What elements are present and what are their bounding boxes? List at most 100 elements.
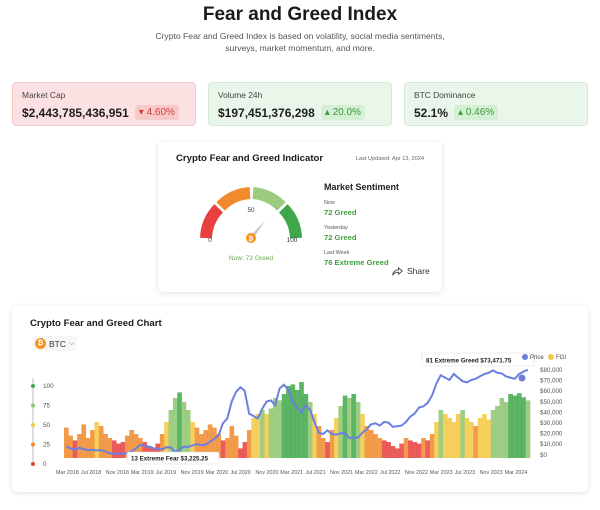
fgi-bar xyxy=(199,434,204,458)
market-sentiment-title: Market Sentiment xyxy=(324,182,400,192)
fgi-bar xyxy=(229,426,235,458)
page-title: Fear and Greed Index xyxy=(202,4,398,25)
fgi-bar xyxy=(525,400,531,458)
share-label: Share xyxy=(407,266,430,276)
fgi-bar xyxy=(460,410,465,458)
fgi-axis-dot xyxy=(31,403,35,408)
coin-select-value: BTC xyxy=(49,338,66,349)
fgi-bar xyxy=(103,434,108,458)
sentiment-last-week-label: Last Week xyxy=(324,250,350,256)
price-axis-tick: $70,000 xyxy=(540,378,563,385)
legend-fgi-marker xyxy=(548,354,554,360)
fgi-bar xyxy=(85,438,91,458)
fgi-bar xyxy=(390,446,396,458)
fgi-bar xyxy=(251,418,256,458)
time-axis: Mar 2018 Jul 2018 Nov 2018 Mar 2019 Jul 2019… xyxy=(56,470,527,476)
fgi-axis-tick: 75 xyxy=(43,403,51,410)
market-cap-change-badge: ▾ 4.60% xyxy=(134,105,179,120)
fgi-axis-tick: 100 xyxy=(43,383,54,390)
fgi-bar xyxy=(124,435,130,458)
fgi-bar xyxy=(364,426,370,458)
market-cap-card: Market Cap $2,443,785,436,951 ▾ 4.60% xyxy=(12,82,196,126)
fgi-bar xyxy=(495,406,500,458)
fgi-bar xyxy=(320,438,326,458)
fgi-bar xyxy=(490,410,496,458)
fgi-bar xyxy=(303,394,309,458)
fgi-axis-tick: 0 xyxy=(43,461,47,468)
fgi-bar xyxy=(434,422,439,458)
time-axis-tick: Mar 2023 xyxy=(430,470,453,476)
fgi-bar xyxy=(246,430,252,458)
fgi-bar xyxy=(403,438,409,458)
fgi-bar xyxy=(368,430,374,458)
fgi-bar xyxy=(312,414,317,458)
fgi-bar xyxy=(159,434,165,458)
fgi-bar xyxy=(325,442,330,458)
sentiment-yesterday-label: Yesterday xyxy=(324,225,348,231)
fgi-bar xyxy=(377,438,383,458)
coin-select[interactable]: ₿ BTC ⌵ xyxy=(32,336,78,351)
sentiment-now-label: Now xyxy=(324,200,335,206)
fgi-bar xyxy=(307,402,313,458)
fgi-bars xyxy=(64,382,531,458)
fgi-bar xyxy=(111,440,117,458)
time-axis-tick: Nov 2018 xyxy=(106,470,129,476)
tooltip-low: 13 Extreme Fear $3,225.25 xyxy=(126,451,220,465)
fgi-axis-tick: 50 xyxy=(43,422,51,429)
fear-greed-gauge: ₿ 0 50 100 Now: 72 Greed xyxy=(200,187,302,262)
fgi-bar xyxy=(129,430,134,458)
sentiment-now-value: 72 Greed xyxy=(324,208,357,217)
gauge-segment-greed xyxy=(252,187,286,211)
fgi-bar xyxy=(212,427,217,458)
fgi-bar xyxy=(133,434,139,458)
fgi-bar xyxy=(94,422,100,458)
tooltip-high: 81 Extreme Greed $73,471.75 xyxy=(421,352,535,367)
price-axis-tick: $50,000 xyxy=(540,399,563,406)
fgi-bar xyxy=(255,414,261,458)
fgi-bar xyxy=(334,418,339,458)
fgi-bar xyxy=(451,422,457,458)
fgi-bar xyxy=(438,410,444,458)
fgi-bar xyxy=(81,424,87,458)
fgi-bar xyxy=(477,418,483,458)
fgi-bar xyxy=(394,448,400,458)
fgi-axis-dot xyxy=(31,384,35,388)
indicator-title: Crypto Fear and Greed Indicator xyxy=(176,153,324,164)
fgi-bar xyxy=(164,422,169,458)
fgi-bar xyxy=(225,438,230,458)
fgi-bar xyxy=(429,434,435,458)
share-icon xyxy=(392,266,403,276)
fgi-bar xyxy=(68,435,74,458)
fgi-bar xyxy=(98,426,104,458)
svg-text:13 Extreme Fear $3,225.25: 13 Extreme Fear $3,225.25 xyxy=(131,456,209,463)
fgi-bar xyxy=(521,397,526,458)
btc-dominance-value: 52.1% xyxy=(414,105,449,120)
fgi-bar xyxy=(473,426,479,458)
fgi-bar xyxy=(238,448,243,458)
fgi-bar xyxy=(155,443,161,458)
share-button[interactable]: Share xyxy=(392,266,430,276)
gauge-max-label: 100 xyxy=(287,237,298,244)
svg-text:81 Extreme Greed $73,471.75: 81 Extreme Greed $73,471.75 xyxy=(426,358,512,365)
fgi-bar xyxy=(482,414,487,458)
fgi-bar xyxy=(316,426,322,458)
fgi-bar xyxy=(360,414,365,458)
fgi-bar xyxy=(412,442,418,458)
price-line xyxy=(65,368,529,455)
time-axis-tick: Jul 2020 xyxy=(230,470,250,476)
fgi-bar xyxy=(220,440,226,458)
fgi-bar xyxy=(329,430,335,458)
time-axis-tick: Mar 2022 xyxy=(355,470,378,476)
fgi-bar xyxy=(142,442,148,458)
fgi-bar xyxy=(416,443,422,458)
price-axis-tick: $60,000 xyxy=(540,388,563,395)
fgi-bar xyxy=(264,414,269,458)
gauge-segment-extreme-greed xyxy=(278,204,302,239)
fgi-bar xyxy=(268,408,274,458)
btc-dominance-card: BTC Dominance 52.1% ▴ 0.46% xyxy=(404,82,588,126)
fgi-bar xyxy=(107,438,113,458)
fgi-bar xyxy=(338,406,344,458)
volume-label: Volume 24h xyxy=(218,90,263,100)
fgi-bar xyxy=(281,394,287,458)
